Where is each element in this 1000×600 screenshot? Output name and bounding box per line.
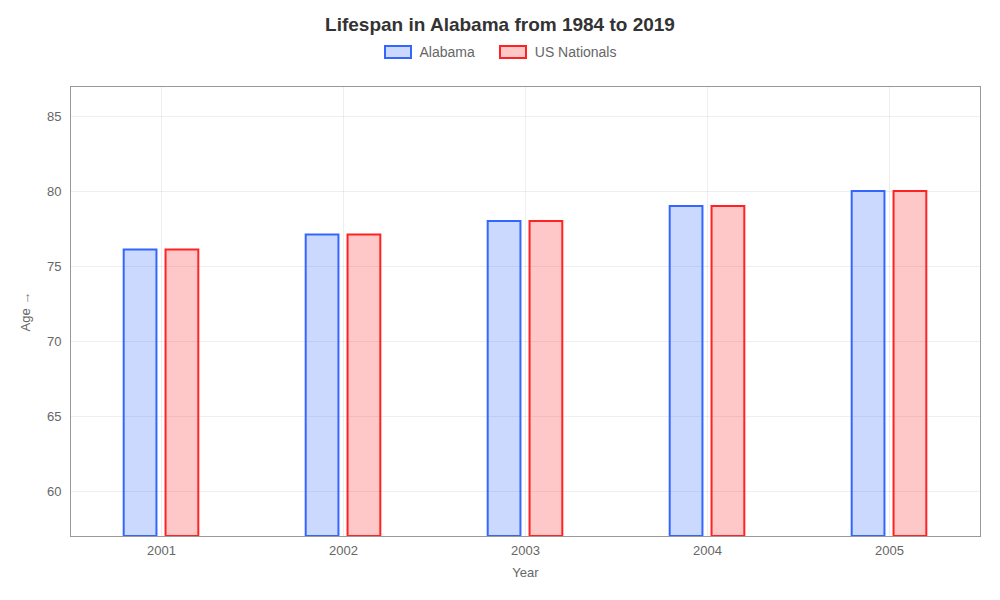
svg-text:60: 60: [47, 484, 61, 499]
html-text:Lifespan in Alabama from 1984: Lifespan in Alabama from 1984 to 2019: [325, 14, 675, 35]
svg-text:80: 80: [47, 184, 61, 199]
svg-text:Age →: Age →: [18, 292, 33, 332]
svg-text:65: 65: [47, 409, 61, 424]
svg-text:2004: 2004: [693, 543, 722, 558]
svg-text:2005: 2005: [875, 543, 904, 558]
html-text:US Nationals: US Nationals: [534, 44, 617, 60]
svg-text:2002: 2002: [329, 543, 358, 558]
svg-text:2001: 2001: [147, 543, 176, 558]
svg-text:Year: Year: [512, 565, 539, 580]
svg-text:85: 85: [47, 109, 61, 124]
svg-text:75: 75: [47, 259, 61, 274]
svg-text:70: 70: [47, 334, 61, 349]
svg-text:2003: 2003: [511, 543, 540, 558]
html-text:Alabama: Alabama: [419, 44, 475, 60]
